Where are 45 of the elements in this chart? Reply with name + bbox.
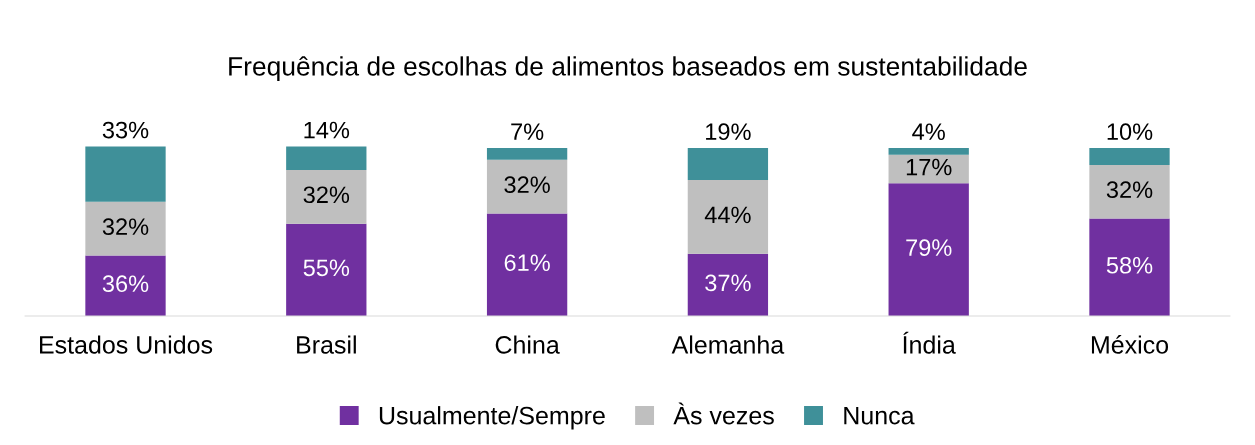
data-label: 32% (102, 218, 149, 236)
bar (286, 223, 367, 316)
bar (486, 159, 568, 214)
data-label: 36% (102, 275, 149, 293)
data-label: 44% (704, 206, 751, 224)
data-label: 32% (504, 176, 550, 194)
data-label: 61% (504, 254, 550, 272)
data-label: 58% (1106, 256, 1153, 274)
data-label: 55% (303, 259, 350, 277)
data-label: 79% (906, 239, 952, 256)
bar (687, 148, 769, 180)
data-label: 33% (102, 121, 149, 139)
bar (687, 180, 769, 254)
data-label: 4% (912, 123, 945, 140)
bar (286, 169, 367, 224)
bar (1089, 164, 1170, 219)
data-label: 7% (511, 123, 544, 140)
legend-label: Às vezes (673, 402, 774, 425)
bar (85, 255, 166, 316)
bar (85, 146, 166, 202)
x-tick-label: Índia (903, 331, 956, 354)
bar (85, 201, 166, 256)
data-label: 17% (906, 158, 952, 176)
data-label: 10% (1107, 123, 1153, 141)
bar (486, 213, 568, 316)
bar (888, 183, 969, 316)
data-label: 37% (705, 274, 751, 292)
x-tick-label: México (1091, 335, 1169, 354)
x-tick-label: Estados Unidos (40, 335, 213, 354)
bar (888, 148, 969, 155)
legend-label: Nunca (844, 407, 915, 425)
bar (486, 148, 568, 160)
data-label: 19% (706, 123, 751, 141)
bar (286, 146, 367, 170)
data-label: 14% (304, 121, 350, 139)
legend-label: Usualmente/Sempre (379, 406, 605, 430)
bar (1089, 218, 1170, 316)
data-label: 32% (1106, 181, 1153, 199)
bar (687, 253, 769, 316)
x-tick-label: Alemanha (671, 335, 785, 354)
chart-title: Frequência de escolhas de alimentos baseados em sustentabilidade (229, 56, 1027, 81)
data-label: 32% (303, 186, 350, 204)
x-tick-label: China (495, 335, 560, 354)
bar (1089, 148, 1170, 165)
x-tick-label: Brasil (297, 335, 356, 354)
